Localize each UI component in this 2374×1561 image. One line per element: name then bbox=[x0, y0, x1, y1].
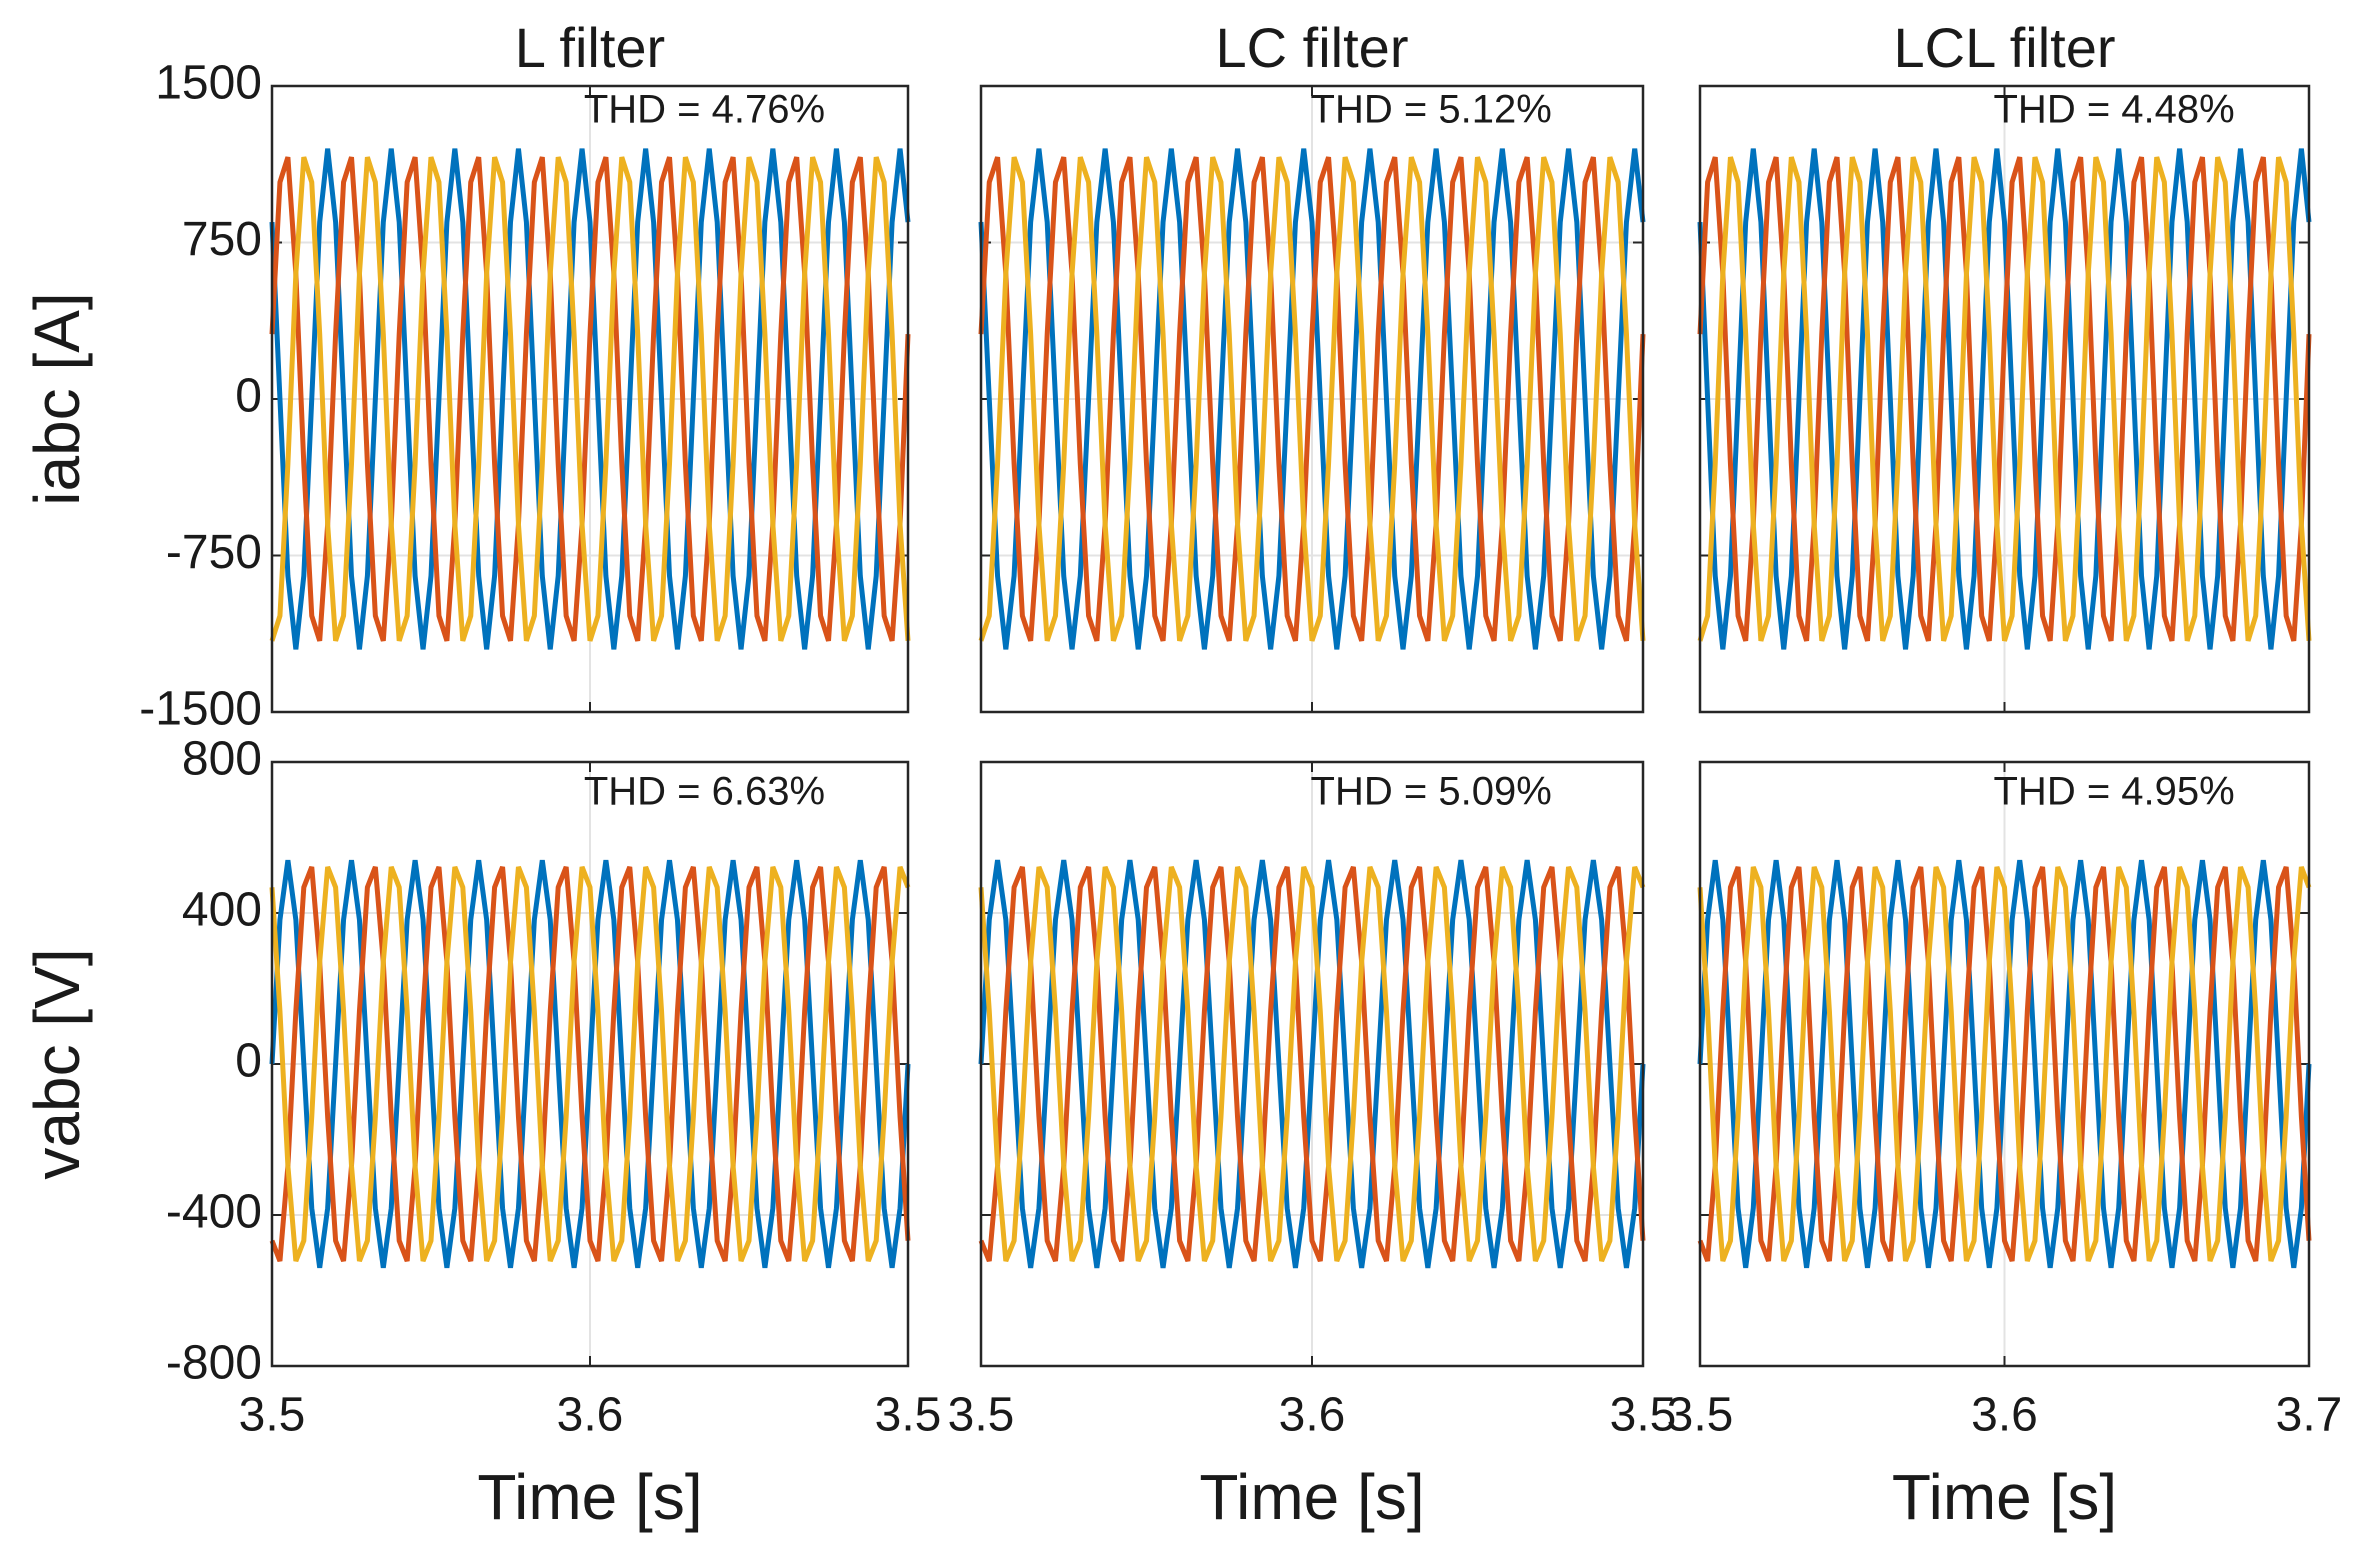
subplot-title: L filter bbox=[515, 16, 665, 79]
subplot: 3.5 3.6 3.7 THD = 4.95% Time [s] bbox=[1667, 760, 2343, 1533]
subplot-title: LC filter bbox=[1216, 16, 1409, 79]
subplot: THD = 5.12% LC filter bbox=[978, 16, 1646, 714]
x-tick-label: 3.6 bbox=[557, 1389, 624, 1442]
series-line bbox=[978, 156, 1646, 642]
plot-frame bbox=[979, 760, 1645, 1368]
series-line bbox=[1697, 866, 2312, 1262]
series-line bbox=[269, 156, 911, 642]
subplot: -1500 -750 0 750 1500 THD = 4.76% L filter iabc… bbox=[21, 16, 911, 736]
x-tick-label: 3.7 bbox=[2276, 1389, 2343, 1442]
series-line bbox=[1697, 148, 2312, 650]
series-line bbox=[978, 156, 1646, 642]
series-line bbox=[978, 865, 1646, 1263]
plot-frame bbox=[270, 760, 910, 1368]
series-line bbox=[978, 865, 1646, 1263]
y-tick-label: -800 bbox=[166, 1337, 262, 1390]
series-line bbox=[269, 148, 911, 650]
x-tick-label: 3.5 bbox=[1610, 1389, 1677, 1442]
y-tick-label: 750 bbox=[182, 213, 262, 266]
series-line bbox=[1697, 866, 2312, 1262]
series-line bbox=[978, 859, 1646, 1269]
subplot: -800 -400 0 400 800 3.5 3.6 3.5 THD = 6.63% vabc … bbox=[21, 733, 941, 1533]
x-tick-label: 3.6 bbox=[1279, 1389, 1346, 1442]
series-line bbox=[269, 866, 911, 1262]
thd-annotation: THD = 4.95% bbox=[1994, 770, 2235, 814]
x-axis-label: Time [s] bbox=[1199, 1461, 1424, 1533]
series-line bbox=[269, 156, 911, 642]
series-line bbox=[269, 859, 911, 1269]
subplot: THD = 4.48% LCL filter bbox=[1697, 16, 2312, 714]
y-tick-label: 1500 bbox=[155, 57, 262, 110]
x-tick-label: 3.5 bbox=[875, 1389, 942, 1442]
thd-annotation: THD = 5.12% bbox=[1311, 88, 1552, 132]
x-tick-label: 3.5 bbox=[239, 1389, 306, 1442]
y-tick-label: 0 bbox=[235, 1035, 262, 1088]
y-tick-label: -750 bbox=[166, 526, 262, 579]
x-tick-label: 3.5 bbox=[948, 1389, 1015, 1442]
y-tick-label: -1500 bbox=[139, 683, 262, 736]
y-axis-label: iabc [A] bbox=[21, 292, 93, 505]
x-tick-label: 3.5 bbox=[1667, 1389, 1734, 1442]
series-line bbox=[1697, 156, 2312, 642]
subplot: 3.5 3.6 3.5 THD = 5.09% Time [s] bbox=[948, 760, 1677, 1533]
y-tick-label: -400 bbox=[166, 1186, 262, 1239]
series-line bbox=[269, 866, 911, 1262]
thd-annotation: THD = 5.09% bbox=[1311, 770, 1552, 814]
y-tick-label: 400 bbox=[182, 884, 262, 937]
x-axis-label: Time [s] bbox=[477, 1461, 702, 1533]
subplot-title: LCL filter bbox=[1893, 16, 2115, 79]
plot-frame bbox=[1698, 84, 2311, 714]
y-axis-label: vabc [V] bbox=[21, 948, 93, 1179]
plot-frame bbox=[1698, 760, 2311, 1368]
plot-frame bbox=[270, 84, 910, 714]
series-line bbox=[978, 148, 1646, 650]
y-tick-label: 800 bbox=[182, 733, 262, 786]
series-line bbox=[1697, 156, 2312, 642]
thd-annotation: THD = 4.48% bbox=[1994, 88, 2235, 132]
thd-annotation: THD = 4.76% bbox=[584, 88, 825, 132]
y-tick-label: 0 bbox=[235, 370, 262, 423]
x-tick-label: 3.6 bbox=[1971, 1389, 2038, 1442]
plot-frame bbox=[979, 84, 1645, 714]
series-line bbox=[1697, 859, 2312, 1269]
x-axis-label: Time [s] bbox=[1892, 1461, 2117, 1533]
thd-annotation: THD = 6.63% bbox=[584, 770, 825, 814]
